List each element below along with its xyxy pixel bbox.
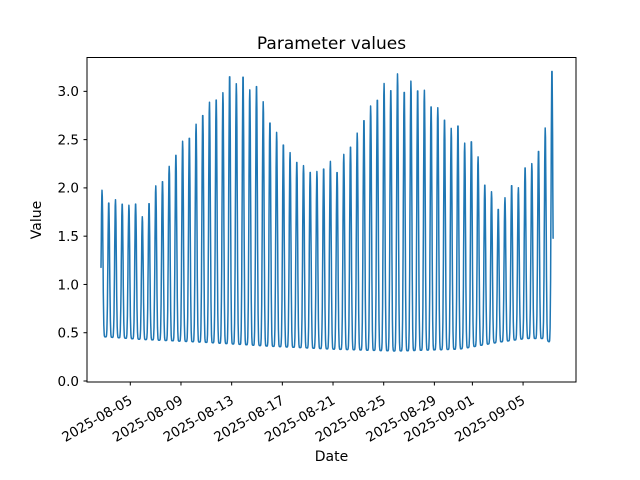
y-tick-label: 1.0 (58, 277, 79, 293)
y-axis-ticks: 0.0 0.5 1.0 1.5 2.0 2.5 3.0 (58, 84, 87, 390)
x-axis-ticks: 2025-08-052025-08-092025-08-132025-08-17… (59, 382, 528, 446)
y-tick-label: 0.0 (58, 374, 79, 390)
y-tick-label: 3.0 (58, 84, 79, 100)
y-tick-label: 2.5 (58, 132, 79, 148)
y-tick-label: 1.5 (58, 229, 79, 245)
y-tick-label: 2.0 (58, 181, 79, 197)
chart-title: Parameter values (257, 34, 406, 54)
data-line-series (100, 70, 554, 352)
plot-area-border (86, 57, 577, 383)
x-axis-label: Date (315, 449, 348, 465)
y-axis-label: Value (29, 201, 45, 239)
y-tick-label: 0.5 (58, 326, 79, 342)
